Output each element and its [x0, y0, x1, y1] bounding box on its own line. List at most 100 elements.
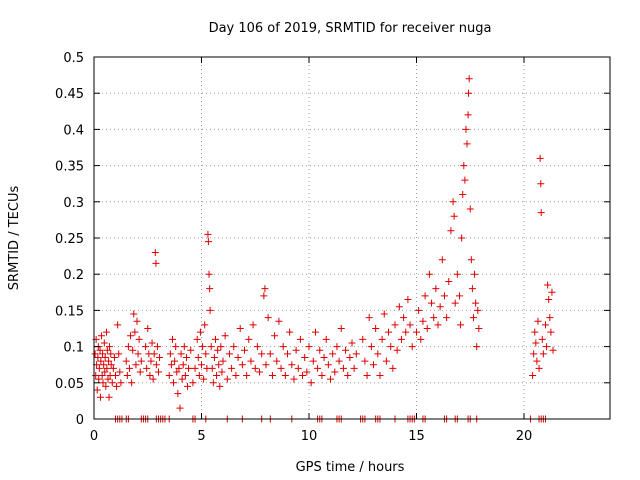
data-point	[175, 364, 183, 372]
data-point	[376, 372, 384, 380]
data-point	[107, 350, 115, 358]
data-point	[395, 303, 403, 311]
data-point	[421, 292, 429, 300]
data-point	[155, 368, 162, 376]
data-point	[206, 306, 214, 314]
data-point	[101, 368, 109, 376]
data-point	[180, 343, 188, 351]
data-point	[168, 335, 176, 343]
data-point	[105, 393, 113, 401]
data-point	[320, 353, 328, 361]
data-point	[223, 375, 231, 383]
data-point	[417, 335, 425, 343]
data-point	[451, 299, 459, 307]
data-point	[167, 361, 175, 369]
data-point	[96, 346, 104, 354]
data-point	[219, 357, 227, 365]
data-point	[132, 361, 140, 369]
tick-labels: 0 0.05 0.1 0.15 0.2 0.25 0.3 0.35 0.4 0.45 0.5 0 5 10…	[55, 51, 532, 444]
data-point	[165, 372, 173, 380]
data-point	[105, 357, 113, 365]
data-point	[445, 277, 453, 285]
data-point	[249, 321, 257, 329]
data-point	[205, 270, 213, 278]
data-point	[218, 368, 226, 376]
data-point	[467, 256, 475, 264]
data-point	[191, 364, 199, 372]
data-point	[91, 350, 99, 358]
data-point	[137, 357, 145, 365]
data-point	[372, 325, 380, 332]
data-point	[471, 270, 479, 278]
data-point	[210, 353, 218, 361]
data-point	[181, 372, 189, 380]
data-point	[434, 321, 442, 329]
data-point	[531, 328, 539, 336]
data-point	[241, 346, 248, 354]
data-point	[385, 328, 393, 336]
data-point	[301, 353, 309, 361]
data-point	[339, 364, 347, 372]
data-point	[529, 372, 537, 380]
data-point	[142, 343, 150, 351]
data-point	[337, 325, 345, 332]
data-point	[128, 379, 136, 387]
data-point	[538, 335, 546, 343]
data-point	[535, 364, 543, 372]
data-point	[117, 379, 125, 387]
y-tick-label: 0.15	[55, 304, 84, 319]
x-tick-label: 0	[90, 429, 98, 444]
data-point	[123, 372, 131, 380]
data-point	[136, 368, 144, 376]
data-point	[95, 375, 103, 383]
data-point	[316, 346, 324, 354]
data-point	[436, 303, 444, 311]
chart-title: Day 106 of 2019, SRMTID for receiver nug…	[209, 21, 492, 36]
y-tick-label: 0	[76, 413, 84, 428]
data-point	[266, 350, 274, 358]
data-point	[245, 335, 253, 343]
data-point	[292, 346, 300, 354]
data-point	[232, 372, 240, 380]
data-point	[207, 343, 215, 351]
data-point	[102, 382, 110, 390]
data-point	[322, 335, 330, 343]
data-point	[370, 361, 377, 369]
data-point	[187, 346, 195, 354]
data-point	[152, 361, 160, 369]
data-point	[184, 382, 192, 390]
y-tick-label: 0.25	[55, 232, 84, 247]
data-point	[102, 328, 110, 336]
data-point	[408, 343, 416, 351]
data-point	[100, 339, 108, 347]
data-point	[432, 285, 440, 293]
data-point	[125, 364, 133, 372]
data-point	[151, 248, 159, 256]
data-point	[217, 343, 225, 351]
data-point	[543, 343, 551, 351]
data-point	[303, 368, 311, 376]
data-point	[534, 317, 542, 325]
x-tick-label: 5	[197, 429, 205, 444]
data-point	[99, 350, 107, 358]
data-point	[468, 285, 476, 293]
data-point	[260, 292, 268, 300]
data-point	[440, 292, 448, 300]
data-point	[247, 357, 255, 365]
data-point	[133, 317, 141, 325]
x-axis-label: GPS time / hours	[296, 460, 405, 475]
x-tick-label: 10	[301, 429, 318, 444]
data-point	[413, 328, 420, 336]
data-point	[474, 306, 482, 314]
data-point	[290, 375, 298, 383]
data-point	[457, 321, 465, 329]
data-point	[130, 310, 138, 318]
data-point	[115, 350, 123, 358]
data-point	[150, 350, 158, 358]
data-point	[131, 328, 139, 336]
data-point	[215, 361, 223, 369]
data-point	[463, 140, 471, 148]
data-point	[344, 372, 352, 380]
axis-ticks	[93, 56, 610, 420]
